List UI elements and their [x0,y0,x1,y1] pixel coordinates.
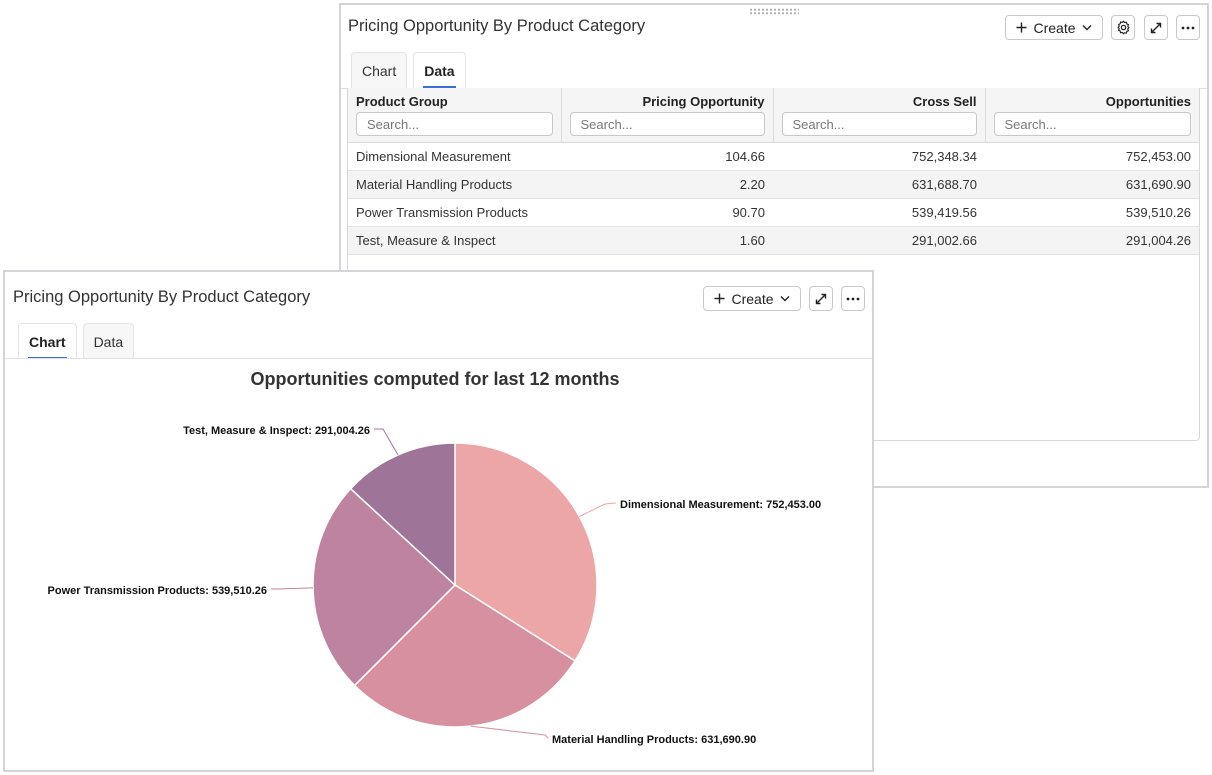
gear-icon [1117,20,1129,35]
pie-chart: Opportunities computed for last 12 month… [48,369,822,746]
cell-opportunities: 539,510.26 [985,198,1199,227]
chevron-down-icon [780,296,790,302]
column-header-label: Pricing Opportunity [642,94,765,109]
column-header-label: Cross Sell [912,94,977,109]
cross-sell-search-input[interactable] [781,112,977,136]
cell-product-group: Material Handling Products [348,170,561,199]
expand-icon [815,293,827,304]
column-header-pricing-opportunity[interactable]: Pricing Opportunity [561,88,774,143]
panel-title: Pricing Opportunity By Product Category [348,17,646,35]
create-button-label: Create [731,290,774,307]
cell-product-group: Power Transmission Products [348,198,561,227]
tab-bar: Chart Data [351,52,466,88]
cell-pricing-opportunity: 90.70 [561,198,773,227]
plus-icon [1016,22,1027,33]
ellipsis-icon [1181,26,1195,29]
table-row[interactable]: Test, Measure & Inspect 1.60 291,002.66 … [348,226,1199,255]
table-row[interactable]: Material Handling Products 2.20 631,688.… [348,170,1199,199]
tab-chart[interactable]: Chart [18,323,77,359]
tab-chart[interactable]: Chart [351,52,408,88]
create-button-label: Create [1033,19,1076,36]
settings-button[interactable] [1111,15,1135,40]
cell-opportunities: 291,004.26 [985,226,1199,255]
slice-leader-line [470,725,549,739]
tab-bar: Chart Data [18,323,135,359]
slice-leader-line [271,587,314,590]
slice-label: Material Handling Products: 631,690.90 [552,734,756,746]
slice-leader-line [374,428,399,456]
pricing-opportunity-search-input[interactable] [569,112,765,136]
drag-handle[interactable] [749,8,799,15]
column-header-label: Opportunities [1105,94,1191,109]
cell-pricing-opportunity: 2.20 [561,170,773,199]
tab-divider [5,358,872,359]
expand-icon [1150,22,1162,33]
ellipsis-icon [846,297,860,300]
tab-data[interactable]: Data [413,52,466,88]
pie-slice[interactable] [454,442,598,662]
opportunities-search-input[interactable] [993,112,1191,136]
cell-product-group: Dimensional Measurement [348,142,561,171]
plus-icon [714,293,725,304]
create-button[interactable]: Create [703,286,801,311]
tab-data[interactable]: Data [82,323,135,359]
cell-opportunities: 631,690.90 [985,170,1199,199]
expand-button[interactable] [809,286,833,311]
front-widget-panel: Pricing Opportunity By Product Category … [3,270,874,772]
data-table: Product Group Pricing Opportunity Cross … [348,88,1199,255]
slice-label: Test, Measure & Inspect: 291,004.26 [183,425,370,437]
cell-cross-sell: 539,419.56 [773,198,985,227]
table-row[interactable]: Dimensional Measurement 104.66 752,348.3… [348,142,1199,171]
table-row[interactable]: Power Transmission Products 90.70 539,41… [348,198,1199,227]
slice-label: Power Transmission Products: 539,510.26 [48,585,267,597]
chart-title: Opportunities computed for last 12 month… [250,369,619,389]
data-table-container: Product Group Pricing Opportunity Cross … [347,88,1200,441]
column-header-label: Product Group [356,94,448,109]
cell-pricing-opportunity: 104.66 [561,142,773,171]
column-header-cross-sell[interactable]: Cross Sell [773,88,986,143]
pie-slice[interactable] [312,487,457,687]
slice-leader-line [579,502,617,517]
cell-cross-sell: 291,002.66 [773,226,985,255]
column-header-product-group[interactable]: Product Group [348,88,562,143]
more-options-button[interactable] [1176,15,1200,40]
product-group-search-input[interactable] [356,112,553,136]
cell-cross-sell: 752,348.34 [773,142,985,171]
pie-slice[interactable] [349,442,456,587]
create-button[interactable]: Create [1005,15,1103,40]
more-options-button[interactable] [841,286,865,311]
panel-title: Pricing Opportunity By Product Category [13,288,311,306]
cell-product-group: Test, Measure & Inspect [348,226,561,255]
chevron-down-icon [1082,25,1092,31]
cell-cross-sell: 631,688.70 [773,170,985,199]
cell-opportunities: 752,453.00 [985,142,1199,171]
back-widget-panel: Pricing Opportunity By Product Category … [339,3,1209,488]
expand-button[interactable] [1144,15,1168,40]
slice-label: Dimensional Measurement: 752,453.00 [620,499,821,511]
pie-slice[interactable] [353,584,577,728]
column-header-opportunities[interactable]: Opportunities [985,88,1199,143]
cell-pricing-opportunity: 1.60 [561,226,773,255]
